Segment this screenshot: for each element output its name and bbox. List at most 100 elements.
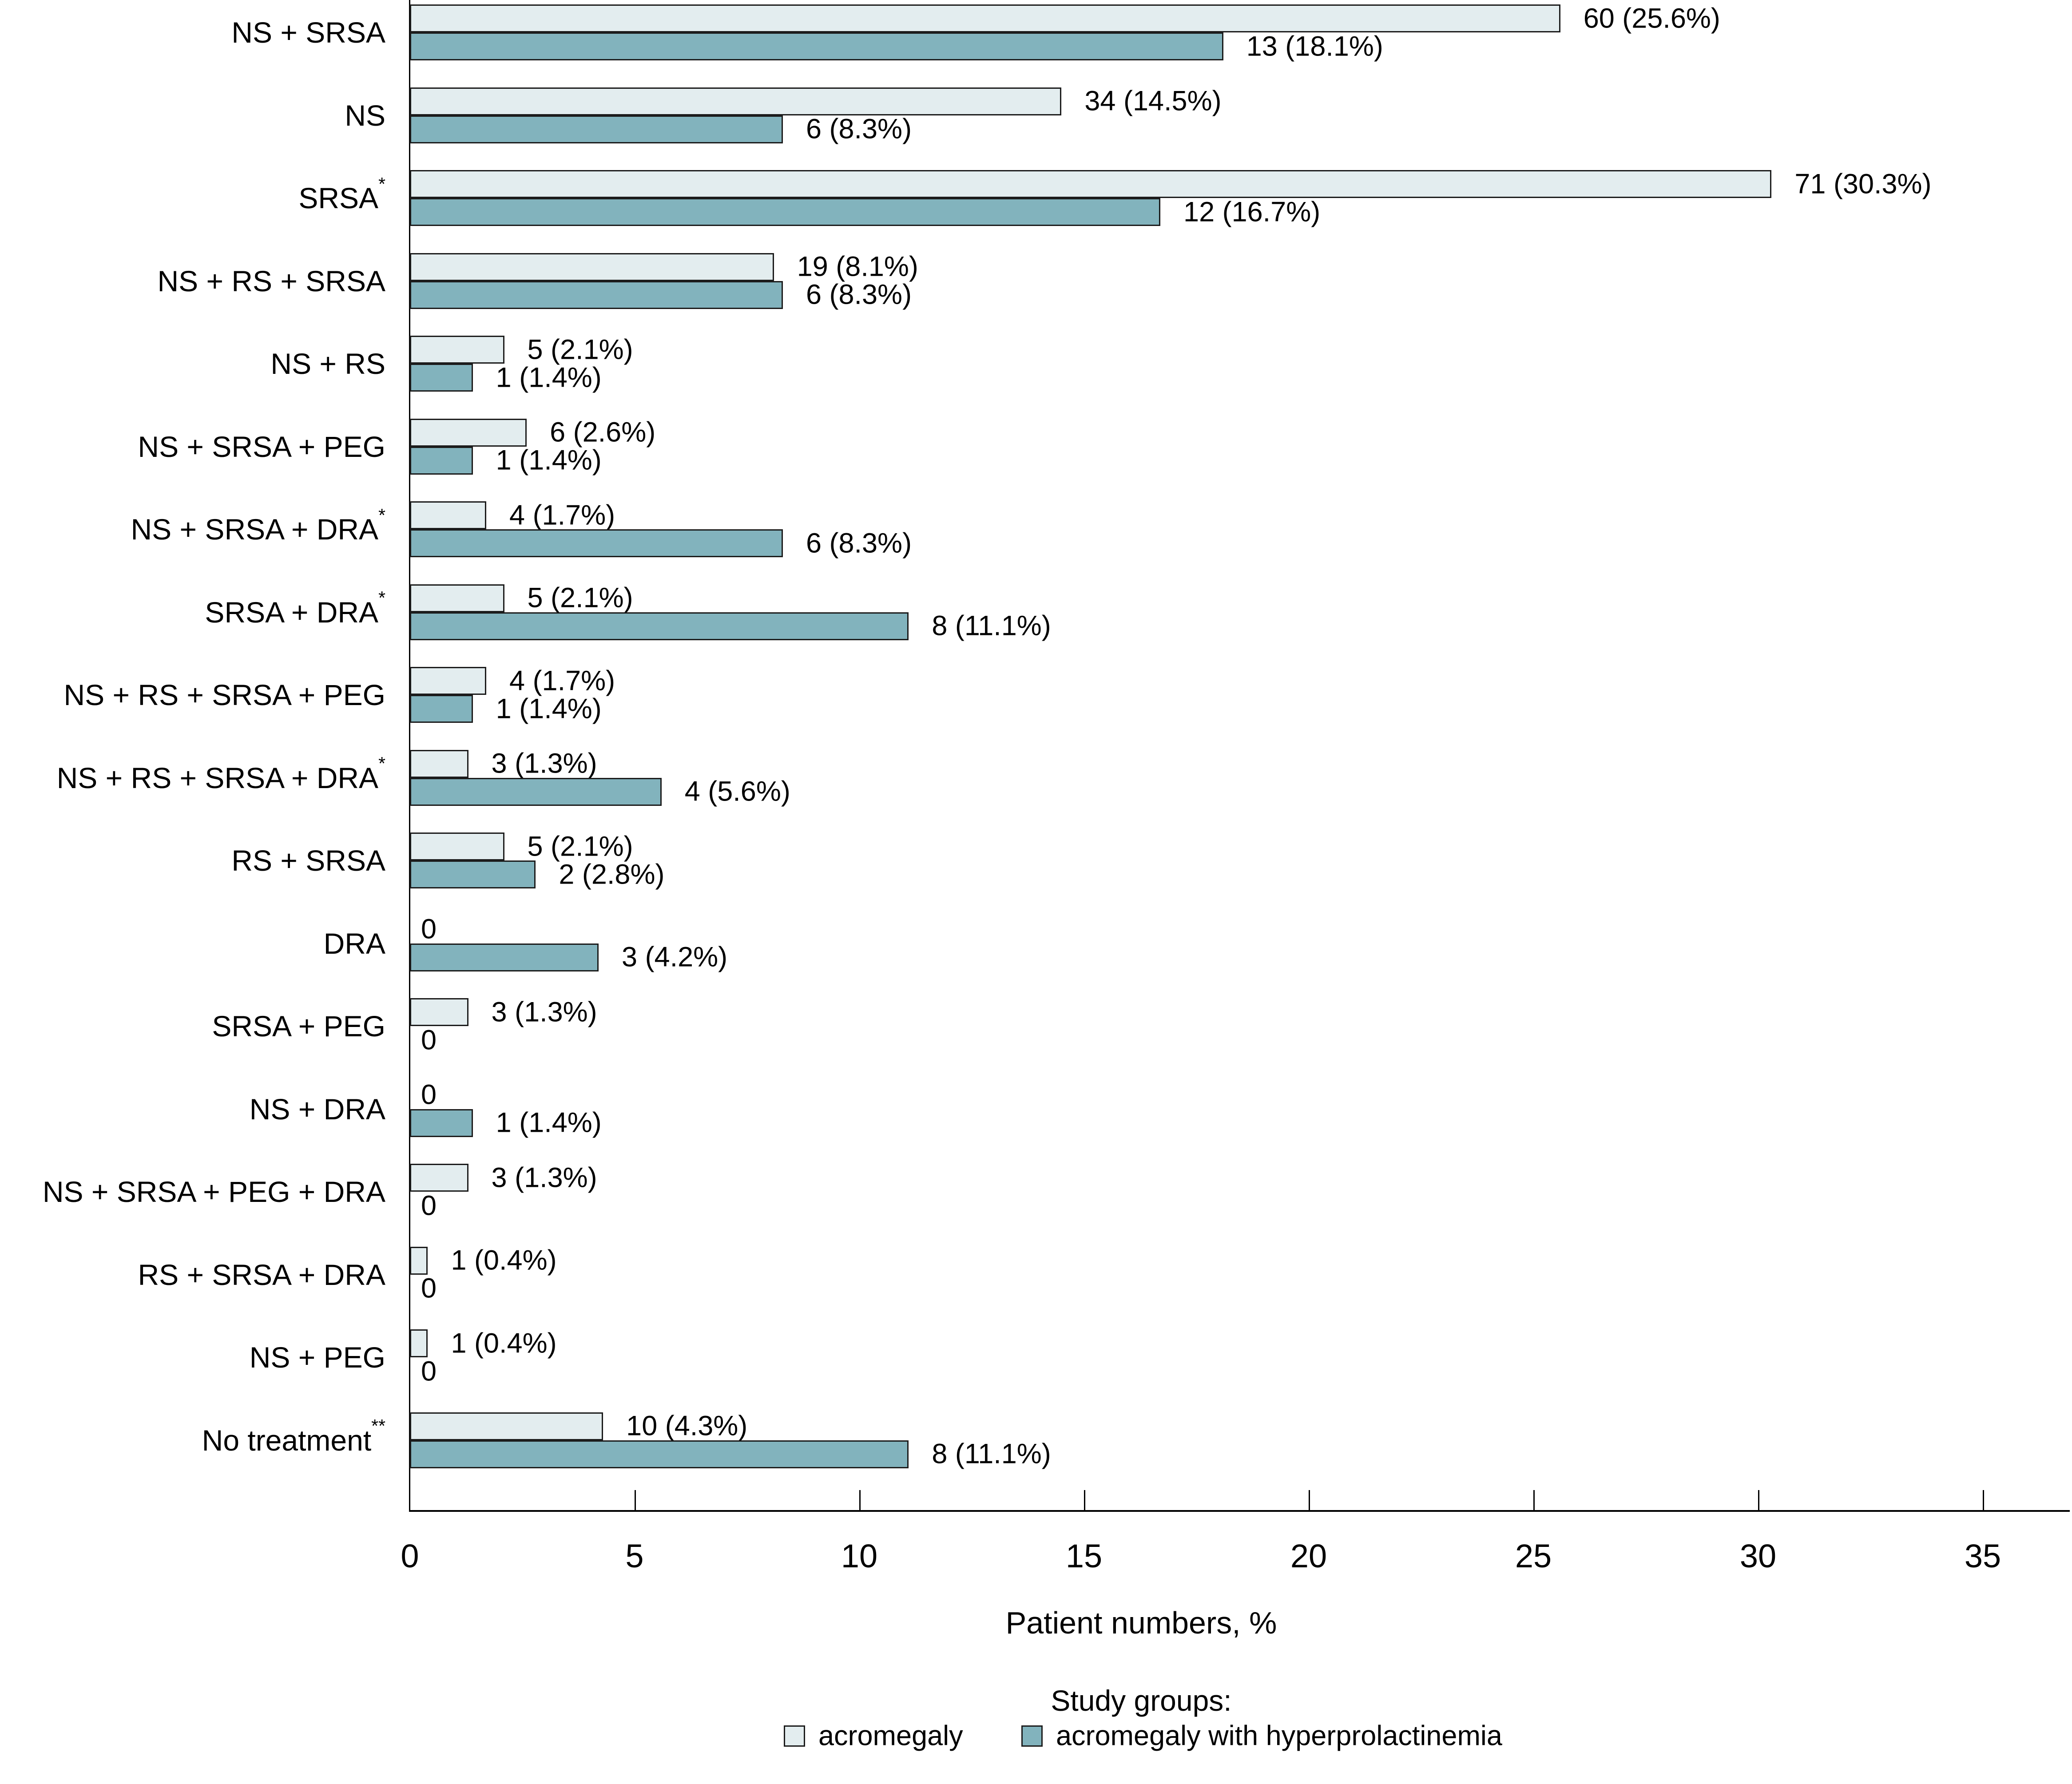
bar-acromegaly-with-hyperprolactinemia — [410, 1109, 473, 1137]
x-axis-tick-label-10: 10 — [841, 1538, 878, 1574]
value-label: 3 (1.3%) — [491, 1162, 597, 1193]
bar-acromegaly — [410, 418, 527, 447]
value-label: 5 (2.1%) — [527, 334, 633, 365]
category-label: NS — [345, 99, 385, 132]
x-axis-tick-label-15: 15 — [1065, 1538, 1103, 1574]
category-label: RS + SRSA — [231, 844, 385, 877]
category-footnote-marker: ** — [371, 1415, 385, 1436]
value-label: 3 (1.3%) — [491, 996, 597, 1027]
bar-acromegaly-with-hyperprolactinemia — [410, 529, 783, 557]
bar-acromegaly-with-hyperprolactinemia — [410, 943, 599, 971]
value-label: 1 (1.4%) — [496, 693, 602, 724]
value-label: 6 (8.3%) — [806, 113, 912, 145]
bar-acromegaly-with-hyperprolactinemia — [410, 860, 536, 888]
value-label: 8 (11.1%) — [932, 610, 1051, 642]
value-label: 0 — [421, 1356, 437, 1387]
x-axis-tick-5 — [635, 1490, 636, 1511]
category-label: NS + RS + SRSA — [157, 264, 385, 297]
category-label: NS + RS — [270, 347, 385, 380]
value-label: 1 (1.4%) — [496, 444, 602, 476]
y-axis-line — [409, 0, 410, 1511]
category-label: SRSA* — [298, 173, 385, 214]
bar-acromegaly-with-hyperprolactinemia — [410, 695, 473, 723]
x-axis-tick-label-20: 20 — [1290, 1538, 1327, 1574]
category-label: NS + SRSA + PEG — [138, 430, 385, 463]
bar-acromegaly-with-hyperprolactinemia — [410, 281, 783, 309]
x-axis-tick-label-30: 30 — [1739, 1538, 1777, 1574]
value-label: 1 (0.4%) — [451, 1245, 557, 1276]
x-axis-tick-label-0: 0 — [401, 1538, 419, 1574]
x-axis-tick-30 — [1758, 1490, 1759, 1511]
bar-acromegaly-with-hyperprolactinemia — [410, 364, 473, 392]
bar-acromegaly-with-hyperprolactinemia — [410, 777, 662, 806]
value-label: 8 (11.1%) — [932, 1438, 1051, 1470]
value-label: 12 (16.7%) — [1183, 196, 1321, 227]
value-label: 5 (2.1%) — [527, 582, 633, 614]
legend-title: Study groups: — [1051, 1684, 1232, 1717]
category-label: RS + SRSA + DRA — [138, 1258, 385, 1291]
x-axis-tick-label-35: 35 — [1964, 1538, 2001, 1574]
category-label: No treatment** — [202, 1415, 385, 1457]
category-footnote-marker: * — [378, 587, 385, 608]
value-label: 5 (2.1%) — [527, 831, 633, 862]
x-axis-tick-15 — [1084, 1490, 1085, 1511]
category-footnote-marker: * — [378, 504, 385, 525]
value-label: 2 (2.8%) — [559, 859, 665, 890]
value-label: 3 (1.3%) — [491, 748, 597, 779]
bar-acromegaly — [410, 1329, 428, 1357]
bar-acromegaly — [410, 87, 1062, 115]
bar-acromegaly-with-hyperprolactinemia — [410, 1440, 909, 1468]
x-axis-tick-20 — [1309, 1490, 1310, 1511]
value-label: 3 (4.2%) — [622, 941, 728, 973]
legend-label-acromegaly-hyperprolactinemia: acromegaly with hyperprolactinemia — [1056, 1720, 1502, 1752]
bar-acromegaly-with-hyperprolactinemia — [410, 446, 473, 475]
category-label: NS + SRSA — [231, 16, 385, 49]
bar-acromegaly — [410, 833, 504, 860]
value-label: 1 (0.4%) — [451, 1328, 557, 1359]
category-label: NS + PEG — [249, 1341, 385, 1374]
bar-acromegaly — [410, 1246, 428, 1275]
bar-acromegaly — [410, 749, 468, 778]
category-label: SRSA + DRA* — [205, 587, 385, 629]
category-label: SRSA + PEG — [212, 1010, 385, 1043]
bar-acromegaly — [410, 501, 487, 529]
x-axis-tick-35 — [1983, 1490, 1984, 1511]
value-label: 10 (4.3%) — [626, 1410, 748, 1442]
value-label: 71 (30.3%) — [1794, 168, 1932, 199]
value-label: 6 (8.3%) — [806, 527, 912, 559]
value-label: 19 (8.1%) — [797, 251, 918, 282]
bar-acromegaly — [410, 4, 1560, 32]
category-label: NS + SRSA + PEG + DRA — [42, 1175, 385, 1208]
value-label: 1 (1.4%) — [496, 1107, 602, 1138]
category-footnote-marker: * — [378, 753, 385, 774]
x-axis-tick-label-5: 5 — [625, 1538, 644, 1574]
value-label: 6 (2.6%) — [550, 416, 656, 448]
value-label: 4 (5.6%) — [684, 776, 790, 807]
value-label: 6 (8.3%) — [806, 279, 912, 310]
legend-swatch-acromegaly-hyperprolactinemia — [1021, 1725, 1043, 1747]
bar-acromegaly — [410, 998, 468, 1026]
x-axis-title: Patient numbers, % — [1005, 1606, 1277, 1640]
legend-label-acromegaly: acromegaly — [818, 1720, 963, 1752]
category-label: NS + DRA — [249, 1092, 385, 1126]
bar-acromegaly-with-hyperprolactinemia — [410, 115, 783, 143]
x-axis-tick-label-25: 25 — [1515, 1538, 1552, 1574]
value-label: 0 — [421, 1190, 437, 1221]
legend-swatch-acromegaly — [784, 1725, 805, 1747]
category-label: NS + RS + SRSA + DRA* — [56, 753, 385, 794]
bar-acromegaly — [410, 584, 504, 612]
value-label: 34 (14.5%) — [1084, 85, 1222, 117]
value-label: 4 (1.7%) — [509, 500, 615, 531]
value-label: 1 (1.4%) — [496, 362, 602, 393]
x-axis-tick-25 — [1533, 1490, 1535, 1511]
value-label: 0 — [421, 1024, 437, 1055]
category-label: DRA — [323, 927, 385, 960]
category-label: NS + RS + SRSA + PEG — [64, 678, 386, 711]
value-label: 13 (18.1%) — [1246, 31, 1383, 62]
value-label: 4 (1.7%) — [509, 665, 615, 696]
bar-acromegaly — [410, 667, 487, 695]
value-label: 60 (25.6%) — [1583, 3, 1720, 34]
x-axis-tick-10 — [859, 1490, 861, 1511]
value-label: 0 — [421, 1079, 437, 1110]
